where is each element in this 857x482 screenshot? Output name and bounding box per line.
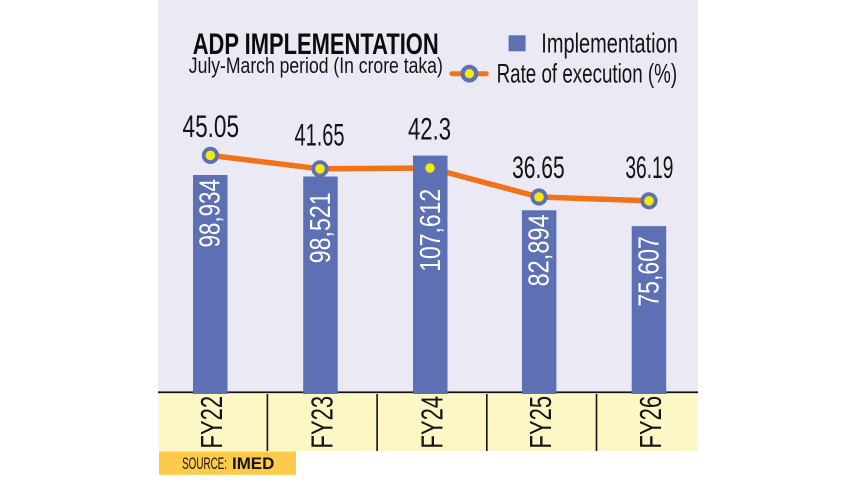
svg-text:FY25: FY25 (523, 396, 558, 449)
svg-text:42.3: 42.3 (408, 110, 451, 146)
svg-text:ADP IMPLEMENTATION: ADP IMPLEMENTATION (193, 28, 439, 61)
svg-text:41.65: 41.65 (295, 116, 345, 152)
svg-text:SOURCE:: SOURCE: (182, 454, 227, 473)
svg-text:98,934: 98,934 (195, 179, 227, 248)
svg-text:Rate of execution (%): Rate of execution (%) (497, 59, 677, 89)
svg-text:36.65: 36.65 (512, 149, 565, 185)
svg-text:FY26: FY26 (633, 396, 668, 449)
svg-text:FY23: FY23 (305, 396, 340, 449)
svg-text:75,607: 75,607 (634, 236, 666, 307)
svg-text:IMED: IMED (232, 454, 274, 473)
svg-text:Implementation: Implementation (541, 28, 678, 59)
svg-text:82,894: 82,894 (524, 214, 556, 286)
svg-text:45.05: 45.05 (183, 108, 240, 144)
svg-text:FY22: FY22 (194, 396, 229, 449)
svg-text:36.19: 36.19 (625, 149, 673, 185)
svg-text:98,521: 98,521 (305, 192, 337, 263)
svg-text:July-March period (In crore ta: July-March period (In crore taka) (189, 53, 443, 78)
svg-text:FY24: FY24 (414, 396, 449, 449)
svg-text:107,612: 107,612 (415, 189, 447, 272)
